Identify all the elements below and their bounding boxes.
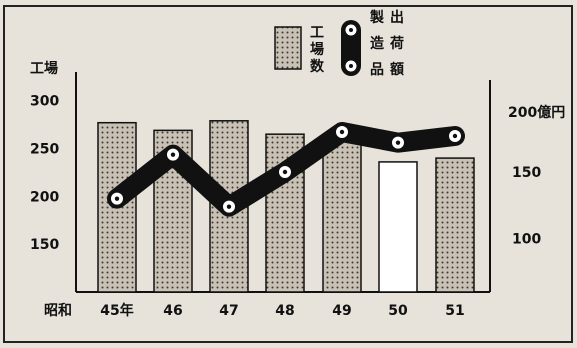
right-axis-label: 200億円 <box>508 104 565 121</box>
right-tick-label: 150 <box>512 165 541 181</box>
bar-7 <box>435 157 475 293</box>
legend-label-bars-1: 工 <box>310 25 324 41</box>
legend-label-bars-3: 数 <box>310 58 325 75</box>
x-tick-label: 50 <box>388 303 408 319</box>
left-tick-label: 300 <box>30 94 59 110</box>
x-tick-label: 46 <box>163 303 182 319</box>
line-point-center-6 <box>395 140 401 145</box>
x-tick-label: 49 <box>332 303 351 319</box>
x-tick-label: 45年 <box>100 302 133 319</box>
line-point-center-7 <box>452 133 458 139</box>
bar-6 <box>378 161 418 293</box>
legend-label-line-3: 品 <box>370 62 384 78</box>
bar-5 <box>322 138 362 293</box>
line-point-center-1 <box>114 196 120 201</box>
line-point-center-5 <box>339 129 345 135</box>
x-tick-label: 51 <box>445 303 464 319</box>
legend-marker-top-dot <box>349 28 353 32</box>
legend-label-line-7: 額 <box>389 61 404 78</box>
legend-label-line-1: 製 <box>369 9 384 26</box>
legend-label-line-2: 造 <box>370 35 384 52</box>
left-tick-label: 150 <box>30 237 59 253</box>
line-point-center-2 <box>170 152 176 157</box>
right-tick-label: 100 <box>512 232 541 248</box>
chart-frame <box>3 5 573 343</box>
legend-marker-bottom-dot <box>349 64 353 68</box>
legend-label-line-5: 出 <box>390 9 404 26</box>
legend: 工 場 数 製 造 品 <box>274 9 384 78</box>
legend-label-bars-2: 場 <box>310 41 324 58</box>
left-tick-label: 250 <box>30 142 59 158</box>
legend-label-line-6: 荷 <box>389 35 404 52</box>
left-tick-label: 200 <box>30 189 59 205</box>
x-tick-label: 48 <box>275 303 294 319</box>
legend-extra: 出 荷 額 <box>389 9 404 78</box>
x-tick-label: 47 <box>219 303 238 319</box>
x-axis-prefix: 昭和 <box>44 303 72 319</box>
left-axis-label: 工場 <box>30 60 58 77</box>
line-point-center-3 <box>226 204 232 209</box>
line-point-center-4 <box>282 169 288 175</box>
legend-swatch-bars <box>274 26 302 70</box>
